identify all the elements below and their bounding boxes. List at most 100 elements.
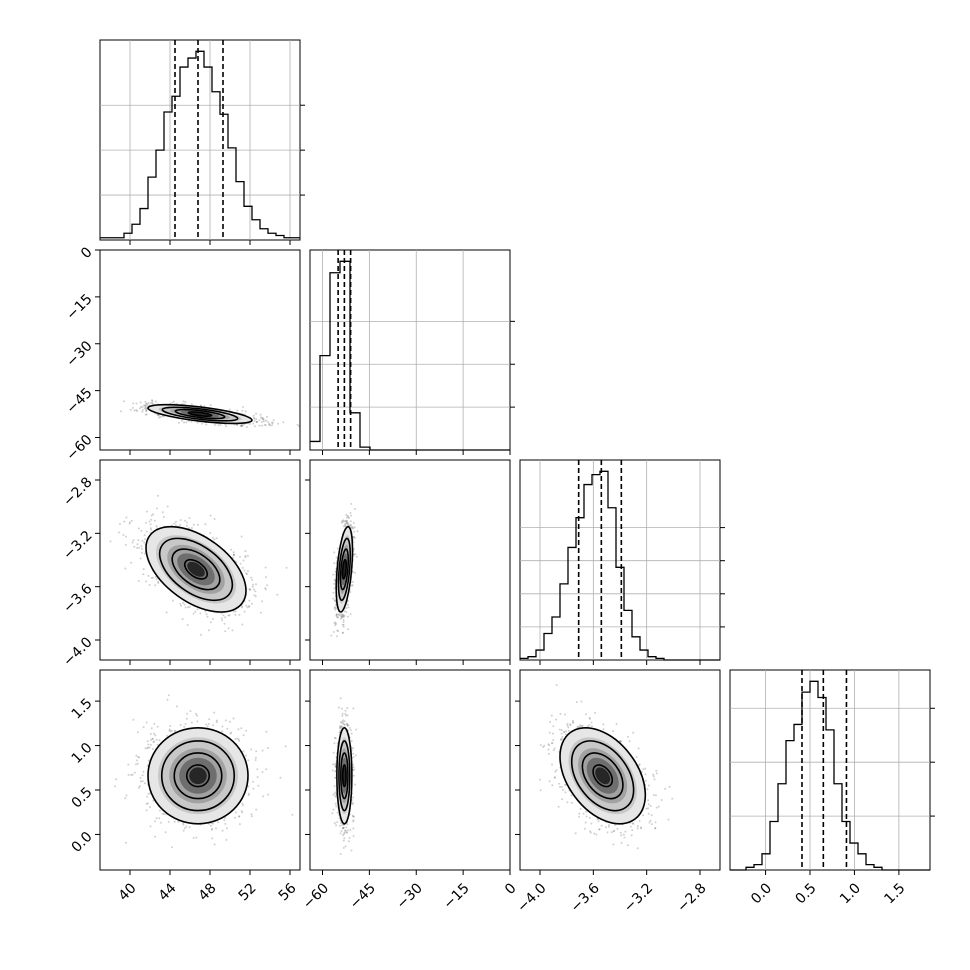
scatter-point: [237, 728, 240, 731]
scatter-point: [279, 776, 282, 779]
scatter-point: [593, 832, 596, 835]
scatter-point: [207, 723, 210, 725]
scatter-point: [588, 716, 591, 719]
scatter-point: [142, 770, 145, 773]
scatter-point: [342, 525, 345, 528]
scatter-point: [664, 787, 667, 790]
scatter-point: [628, 740, 631, 743]
scatter-point: [135, 402, 138, 405]
scatter-point: [264, 587, 267, 590]
scatter-point: [230, 731, 232, 734]
scatter-point: [344, 709, 347, 712]
scatter-point: [566, 724, 569, 727]
scatter-point: [138, 785, 141, 788]
scatter-point: [668, 785, 671, 788]
scatter-point: [330, 634, 333, 637]
panel-frame: [309, 669, 511, 871]
scatter-point: [192, 612, 195, 615]
panel-frame: [519, 669, 721, 871]
scatter-point: [337, 706, 340, 709]
scatter-point: [255, 421, 258, 424]
scatter-point: [230, 548, 233, 551]
scatter-point: [144, 521, 147, 524]
scatter-point: [262, 418, 265, 421]
scatter-point: [570, 794, 573, 797]
scatter-point: [637, 747, 640, 750]
scatter-point: [143, 534, 146, 537]
scatter-point: [267, 747, 270, 749]
y-tick-label: 0.5: [69, 784, 96, 811]
scatter-point: [236, 409, 239, 412]
scatter-point: [147, 746, 150, 749]
scatter-point: [192, 523, 195, 526]
scatter-point: [174, 524, 177, 527]
contour-line-1: [570, 740, 635, 812]
scatter-point: [347, 523, 350, 526]
scatter-point: [636, 847, 639, 850]
contour-line-3: [341, 764, 347, 788]
scatter-point: [351, 527, 354, 530]
scatter-point: [345, 611, 348, 614]
scatter-point: [655, 806, 658, 809]
scatter-point: [284, 745, 287, 748]
scatter-point: [336, 547, 339, 550]
scatter-point: [350, 739, 353, 742]
scatter-point: [344, 845, 347, 848]
scatter-point: [195, 836, 198, 839]
scatter-point: [209, 532, 212, 534]
scatter-point: [124, 841, 127, 844]
scatter-point: [347, 628, 350, 631]
scatter-point: [236, 424, 239, 427]
scatter-point: [188, 605, 191, 608]
scatter-point: [342, 619, 345, 621]
scatter-point: [169, 730, 172, 733]
scatter-point: [194, 610, 197, 613]
scatter-point: [145, 530, 148, 533]
scatter-point: [238, 815, 241, 818]
hist-panel-3: [729, 669, 935, 875]
scatter-point: [338, 731, 341, 734]
scatter-point: [348, 727, 351, 729]
scatter-point: [346, 615, 349, 618]
scatter-point: [339, 617, 342, 620]
scatter-point: [147, 574, 150, 577]
scatter-point: [119, 523, 121, 526]
scatter-point: [343, 520, 346, 523]
scatter-point: [151, 737, 154, 740]
scatter-point: [261, 600, 263, 603]
scatter-point: [626, 844, 629, 847]
scatter-point: [115, 778, 118, 781]
scatter-point: [636, 827, 639, 830]
contour-line-2: [339, 548, 350, 591]
x-tick-label: 1.0: [837, 880, 864, 907]
panel-frame: [99, 39, 301, 241]
scatter-point: [165, 611, 168, 614]
scatter-point: [333, 785, 336, 788]
scatter-point: [619, 831, 622, 834]
scatter-point: [548, 744, 551, 747]
y-tick-label: 1.0: [69, 740, 96, 767]
scatter-point: [255, 750, 258, 753]
scatter-point: [247, 759, 250, 762]
scatter-point: [552, 739, 555, 741]
scatter-point: [552, 725, 555, 728]
scatter-point: [141, 410, 144, 413]
scatter-point: [123, 520, 126, 523]
panel-frame: [309, 249, 511, 451]
scatter-point: [642, 814, 644, 817]
scatter-point: [245, 572, 248, 575]
scatter-point: [142, 573, 145, 576]
scatter-point: [145, 410, 148, 412]
scatter-point: [241, 802, 244, 805]
scatter-point: [577, 725, 580, 728]
scatter-point: [252, 588, 255, 591]
scatter-point: [150, 518, 153, 521]
scatter-point: [352, 774, 355, 777]
scatter-point: [343, 614, 346, 617]
scatter-point: [196, 608, 199, 611]
scatter-point: [564, 713, 567, 716]
scatter-point: [551, 784, 554, 787]
scatter-point: [652, 773, 655, 776]
scatter-point: [226, 827, 228, 830]
scatter-point: [127, 773, 130, 776]
